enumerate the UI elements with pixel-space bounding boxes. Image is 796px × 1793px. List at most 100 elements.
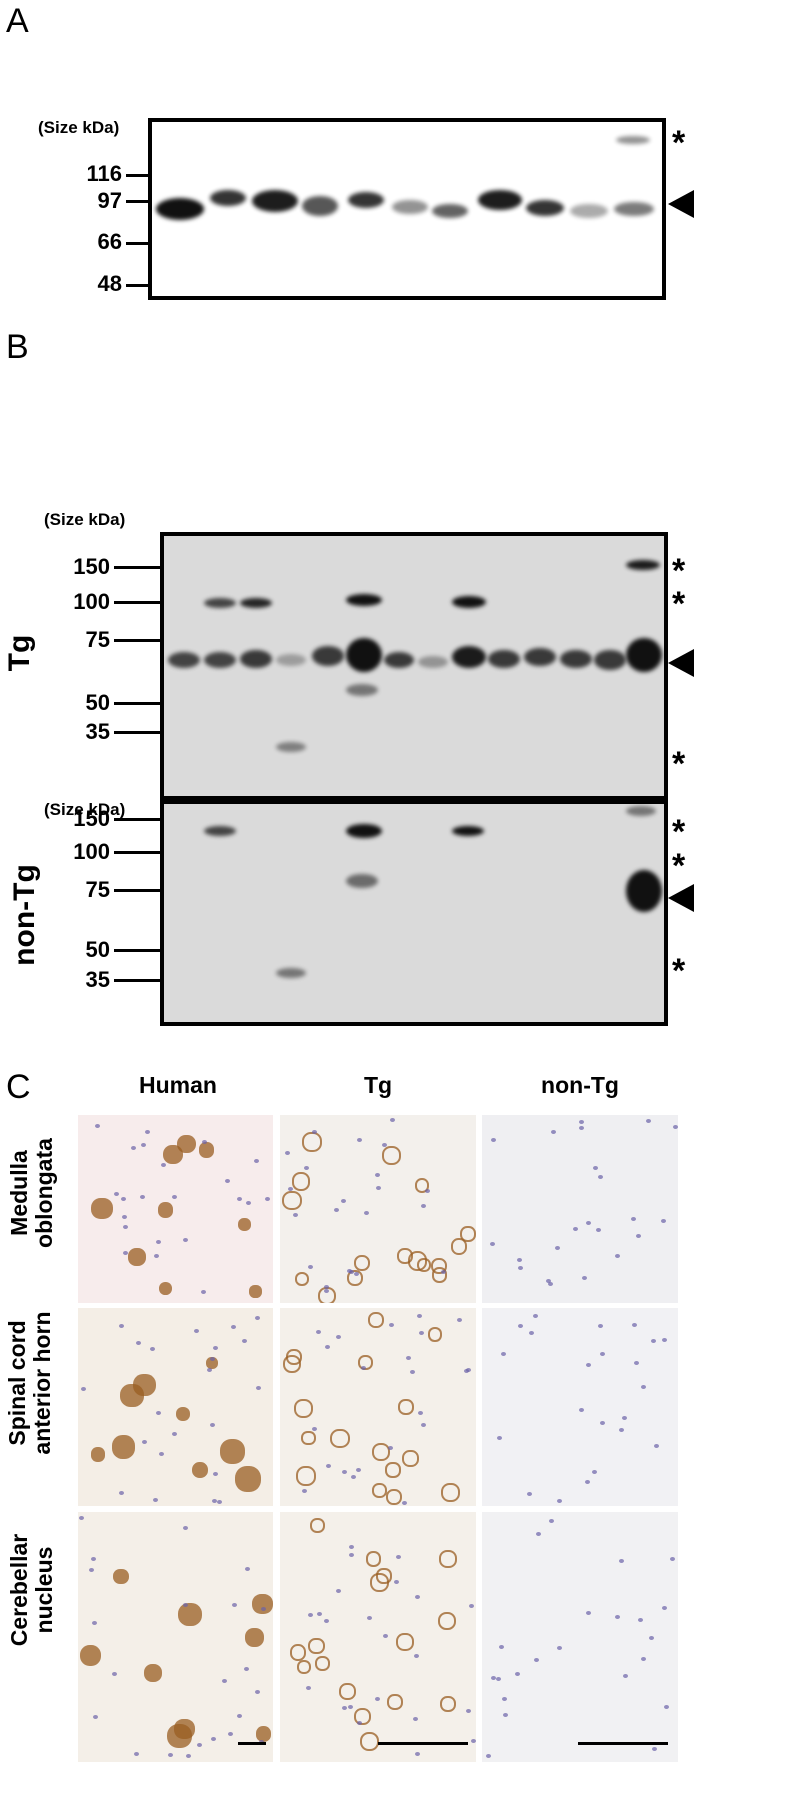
blot-band	[570, 204, 608, 218]
nucleus-dot	[556, 1646, 562, 1651]
panel-b-tick-line	[114, 949, 160, 952]
stained-cell	[407, 1251, 428, 1272]
nucleus-dot	[592, 1166, 598, 1171]
stained-cell	[459, 1226, 476, 1243]
panel-b-tick-line	[114, 731, 160, 734]
nucleus-dot	[412, 1717, 418, 1722]
nucleus-dot	[622, 1416, 628, 1421]
nucleus-dot	[502, 1696, 508, 1701]
panel-b-tick-line	[114, 818, 160, 821]
nucleus-dot	[341, 1705, 347, 1710]
stained-cell	[308, 1637, 325, 1655]
stained-cell	[301, 1132, 322, 1152]
nucleus-dot	[360, 1365, 366, 1370]
nucleus-dot	[376, 1186, 382, 1191]
stained-cell	[282, 1355, 302, 1374]
stained-cell	[91, 1447, 106, 1462]
nucleus-dot	[168, 1752, 174, 1757]
panel-b-marker-label: 50	[85, 690, 110, 715]
nucleus-dot	[517, 1266, 523, 1271]
blot-band	[452, 596, 486, 608]
stained-cell	[301, 1430, 316, 1445]
panel-a-size-label: (Size kDa)	[38, 118, 120, 137]
nucleus-dot	[585, 1221, 591, 1226]
nucleus-dot	[323, 1289, 329, 1294]
stained-cell	[396, 1632, 414, 1651]
blot-band	[276, 968, 306, 978]
stained-cell	[382, 1145, 402, 1165]
nucleus-dot	[224, 1179, 230, 1184]
nucleus-dot	[346, 1269, 352, 1274]
nucleus-dot	[486, 1753, 492, 1758]
stained-cell	[178, 1602, 202, 1627]
tick-line-66	[126, 242, 148, 245]
nucleus-dot	[496, 1436, 502, 1441]
panel-b-tick-line	[114, 851, 160, 854]
nucleus-dot	[172, 1431, 178, 1436]
nucleus-dot	[548, 1519, 554, 1524]
panel-b-tick-line	[114, 889, 160, 892]
nucleus-dot	[465, 1368, 471, 1373]
nucleus-dot	[631, 1322, 637, 1327]
stained-cell	[398, 1399, 415, 1416]
nucleus-dot	[353, 1272, 359, 1277]
nucleus-dot	[348, 1544, 354, 1549]
nucleus-dot	[142, 1440, 148, 1445]
nucleus-dot	[232, 1603, 237, 1608]
nucleus-dot	[237, 1197, 243, 1202]
panel-b-letter: B	[6, 328, 29, 366]
nucleus-dot	[640, 1656, 646, 1661]
nucleus-dot	[336, 1589, 342, 1593]
panel-b-nontg-size-label: (Size kDa)	[44, 800, 126, 819]
panel-b-marker-label: 35	[85, 719, 110, 744]
nucleus-dot	[212, 1346, 218, 1351]
stained-cell	[310, 1517, 326, 1533]
nucleus-dot	[306, 1685, 312, 1690]
nucleus-dot	[469, 1603, 475, 1608]
nontg-star-120: *	[672, 847, 686, 885]
blot-band	[432, 204, 468, 218]
blot-band	[210, 190, 246, 206]
stained-cell	[296, 1659, 311, 1674]
nucleus-dot	[585, 1363, 591, 1368]
nucleus-dot	[351, 1475, 357, 1480]
nucleus-dot	[653, 1443, 659, 1448]
ihc-nontg-cerebellar	[482, 1512, 678, 1762]
nucleus-dot	[388, 1323, 394, 1328]
nucleus-dot	[159, 1451, 165, 1456]
nucleus-dot	[237, 1714, 243, 1719]
nucleus-dot	[356, 1468, 362, 1472]
blot-band	[346, 874, 378, 888]
nucleus-dot	[413, 1653, 419, 1658]
nucleus-dot	[415, 1595, 421, 1600]
nucleus-dot	[241, 1338, 247, 1343]
nucleus-dot	[390, 1118, 395, 1123]
nucleus-dot	[579, 1125, 585, 1130]
panel-b-tg-blot	[160, 532, 668, 800]
stained-cell	[439, 1549, 457, 1568]
nucleus-dot	[210, 1423, 216, 1428]
nucleus-dot	[118, 1324, 124, 1329]
panel-b-tick-line	[114, 601, 160, 604]
ihc-nontg-medulla	[482, 1115, 678, 1303]
nucleus-dot	[301, 1489, 307, 1494]
nucleus-dot	[382, 1143, 388, 1148]
blot-band	[594, 650, 626, 670]
nucleus-dot	[417, 1314, 423, 1319]
blot-band	[346, 638, 382, 672]
stained-cell	[174, 1718, 195, 1739]
nucleus-dot	[259, 1739, 265, 1744]
nucleus-dot	[216, 1499, 222, 1504]
ihc-tg-cerebellar	[280, 1512, 476, 1762]
nucleus-dot	[517, 1324, 523, 1329]
stained-cell	[386, 1694, 403, 1711]
tick-line-97	[126, 200, 148, 203]
panel-b-nontg-blot	[160, 800, 668, 1026]
scale-bar-nontg	[578, 1742, 668, 1745]
nucleus-dot	[287, 1187, 293, 1192]
nucleus-dot	[600, 1420, 606, 1425]
nucleus-dot	[323, 1284, 329, 1289]
nucleus-dot	[618, 1427, 624, 1432]
nucleus-dot	[584, 1480, 590, 1485]
row-label-nontg: non-Tg	[8, 864, 41, 966]
